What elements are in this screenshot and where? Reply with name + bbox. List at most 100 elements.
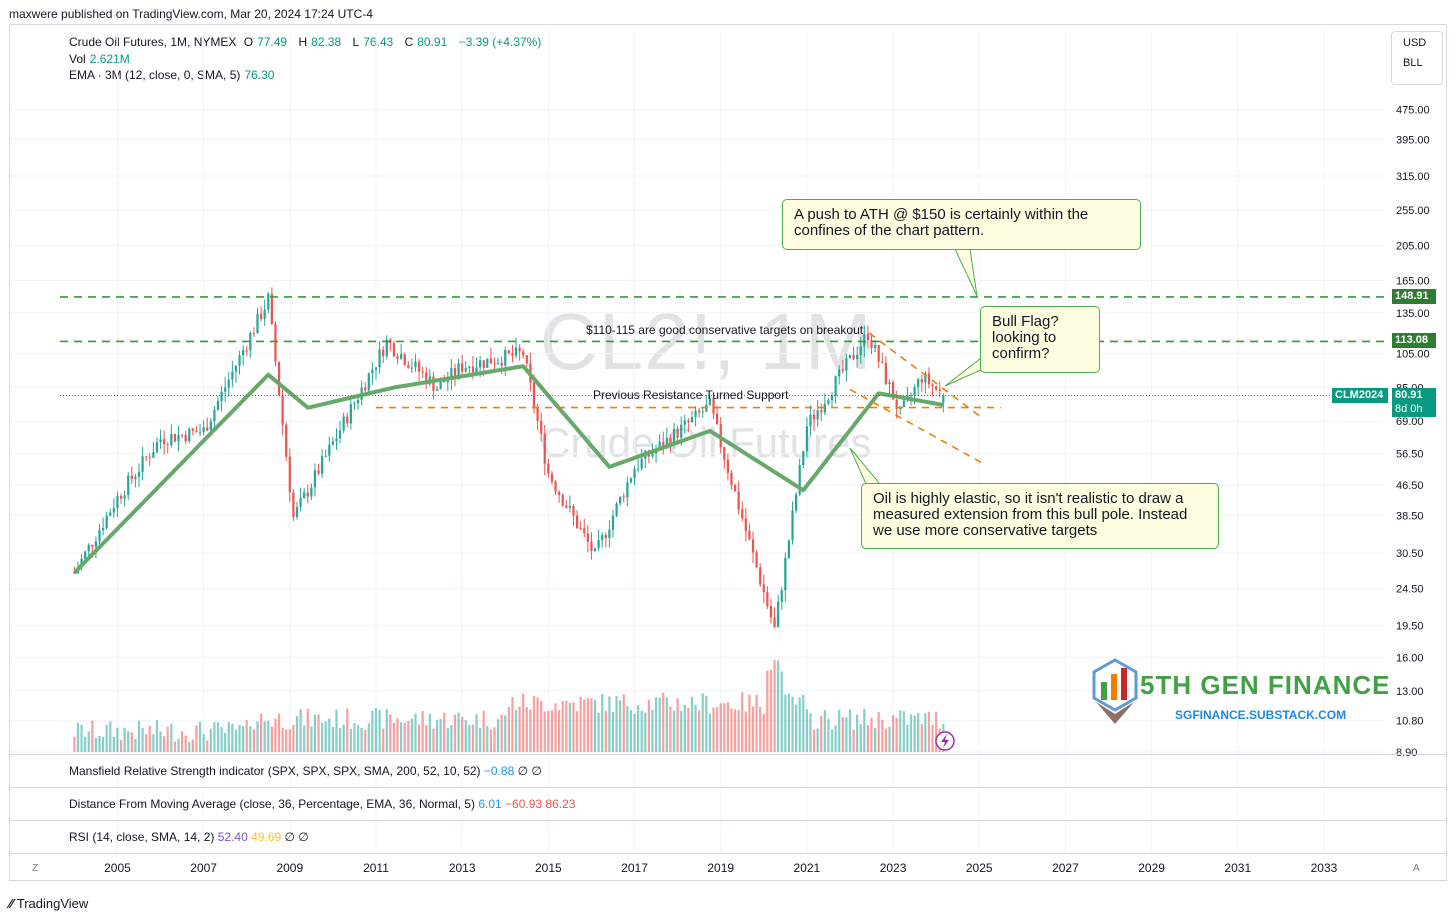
alert-icon-bolt [941,734,949,748]
ema-legend[interactable]: EMA · 3M (12, close, 0, SMA, 5) 76.30 [69,68,275,82]
candle-body [252,333,256,335]
ath-callout[interactable]: A push to ATH @ $150 is certainly within… [782,199,1141,250]
candle-body [123,495,126,499]
unit-label[interactable]: BLL [1403,57,1423,69]
volume-bar [94,737,98,752]
candle-body [777,601,780,628]
targets-note[interactable]: $110-115 are good conservative targets o… [586,323,864,337]
volume-bar [299,709,302,752]
volume-bar [288,729,291,752]
candle-body [263,309,266,319]
alert-lightning-icon [935,731,955,751]
symbol-title[interactable]: Crude Oil Futures, 1M, NYMEX [69,35,237,49]
drawings [60,248,1385,751]
volume-bar [91,720,94,752]
candle-body [353,403,356,405]
candle-body [561,494,564,506]
candle-body [877,345,880,362]
volume-bar [518,706,521,752]
volume-bar [780,671,783,752]
volume-bar [640,710,643,752]
currency-label[interactable]: USD [1403,37,1427,49]
candle-body [597,540,600,549]
candle-body [137,471,141,477]
candle-body [238,355,241,366]
volume-bar [486,725,489,752]
volume-bar [213,722,216,752]
volume-bar [820,716,823,752]
volume-bar [267,720,270,752]
volume-bar [249,726,252,752]
candle-body [712,398,715,414]
volume-bar [561,701,564,752]
candle-body [259,313,263,319]
volume-bar [615,696,618,752]
volume-bar [123,727,126,752]
candle-body [920,379,923,383]
bullflag-callout[interactable]: Bull Flag? looking to confirm? [980,306,1100,373]
price-tick-label: 46.50 [1396,480,1424,492]
candle-body [662,441,665,448]
volume-bar [173,741,177,752]
volume-bar [73,736,76,752]
volume-bar [374,708,378,752]
volume-bar [177,738,180,752]
candle-body [741,509,744,519]
volume-bar [662,692,665,752]
volume-bar [493,727,496,752]
mansfield-pane[interactable]: Mansfield Relative Strength indicator (S… [10,754,1446,788]
volume-bar [841,716,844,752]
logo-url[interactable]: SGFINANCE.SUBSTACK.COM [1175,708,1347,722]
volume-legend[interactable]: Vol 2.621M [69,52,130,66]
candle-body [748,530,751,540]
candle-body [547,463,550,474]
volume-bar [672,710,676,752]
volume-bar [687,707,690,752]
candle-body [195,430,198,433]
elastic-callout[interactable]: Oil is highly elastic, so it isn't reali… [861,483,1219,549]
volume-bar [863,708,866,752]
volume-bar [633,713,636,752]
volume-bar [514,710,518,752]
volume-bar [209,728,212,752]
candle-body [575,515,579,529]
candle-body [604,535,607,539]
volume-bar [511,697,514,752]
candle-body [726,459,729,473]
zoom-reset-button[interactable]: Z [32,863,39,874]
volume-bar [802,694,805,752]
price-tick-label: 13.00 [1396,686,1424,698]
time-tick-label: 2011 [363,861,389,875]
volume-bar [532,696,536,752]
volume-bar [798,697,801,752]
volume-bar [873,728,877,752]
auto-scale-button[interactable]: A [1413,863,1420,874]
candle-body [303,492,306,498]
candle-body [615,503,618,516]
support-note[interactable]: Previous Resistance Turned Support [593,388,789,402]
candle-body [848,354,852,359]
candle-body [256,313,259,334]
currency-selector[interactable]: USD BLL [1391,31,1443,85]
candle-body [170,434,173,446]
candle-body [231,371,234,380]
candle-body [471,366,475,373]
candle-body [403,354,406,365]
time-tick-label: 2025 [966,861,993,875]
price-tick-label: 10.80 [1396,716,1424,728]
logo-icon [1092,658,1138,724]
candle-body [856,354,859,360]
candle-body [435,389,439,391]
volume-bar [227,721,230,752]
volume-bar [769,669,773,752]
candle-body [84,551,87,559]
volume-bar [726,702,729,752]
distance-pane[interactable]: Distance From Moving Average (close, 36,… [10,787,1446,821]
volume-bar [507,706,510,752]
candle-body [554,481,557,492]
candle-body [87,544,90,552]
volume-bar [683,704,686,752]
rsi-pane[interactable]: RSI (14, close, SMA, 14, 2) 52.40 49.69 … [10,820,1446,854]
candle-body [335,438,338,442]
